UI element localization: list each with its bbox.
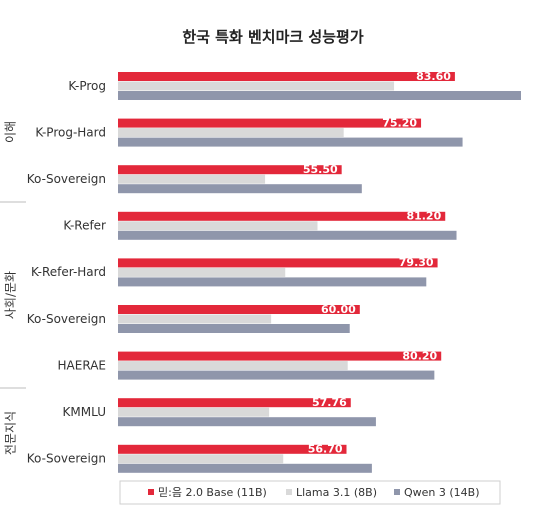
bar bbox=[118, 361, 348, 371]
bar bbox=[118, 444, 347, 454]
legend-label: Qwen 3 (14B) bbox=[404, 486, 480, 499]
category-label: K-Prog bbox=[68, 79, 106, 93]
group-label: 전문지식 bbox=[4, 411, 18, 455]
bar bbox=[118, 351, 442, 361]
bar bbox=[118, 370, 435, 380]
bar bbox=[118, 128, 344, 138]
legend-label: Llama 3.1 (8B) bbox=[296, 486, 377, 499]
category-label: K-Refer-Hard bbox=[31, 265, 106, 279]
category-label: KMMLU bbox=[63, 405, 106, 419]
bar bbox=[118, 137, 463, 147]
legend-label: 믿:음 2.0 Base (11B) bbox=[158, 486, 267, 499]
category-label: Ko-Sovereign bbox=[27, 312, 106, 326]
bar bbox=[118, 91, 521, 100]
bar bbox=[118, 258, 438, 268]
bar bbox=[118, 230, 457, 240]
bar bbox=[118, 398, 351, 408]
bar bbox=[118, 454, 284, 464]
category-label: K-Refer bbox=[63, 219, 106, 233]
category-label: Ko-Sovereign bbox=[27, 172, 106, 186]
category-label: HAERAE bbox=[58, 358, 106, 372]
data-label: 83.60 bbox=[416, 70, 451, 83]
bar bbox=[118, 407, 270, 417]
bar bbox=[118, 324, 350, 333]
legend-swatch bbox=[394, 489, 400, 495]
bar bbox=[118, 118, 422, 128]
bar bbox=[118, 463, 372, 473]
data-label: 75.20 bbox=[382, 116, 417, 129]
bar bbox=[118, 211, 446, 221]
data-label: 80.20 bbox=[402, 349, 437, 362]
group-label: 사회/문화 bbox=[4, 271, 18, 319]
bar bbox=[118, 72, 455, 81]
bar bbox=[118, 305, 360, 314]
legend-swatch bbox=[148, 489, 154, 495]
bar bbox=[118, 417, 376, 427]
legend: 믿:음 2.0 Base (11B) Llama 3.1 (8B) Qwen 3 (… bbox=[119, 480, 501, 505]
bar bbox=[118, 221, 318, 231]
bar bbox=[118, 174, 266, 184]
bar bbox=[118, 267, 286, 277]
chart-title: 한국 특화 벤치마크 성능평가 bbox=[182, 28, 363, 46]
bar bbox=[118, 184, 362, 194]
legend-box bbox=[119, 480, 501, 505]
bar bbox=[118, 277, 427, 287]
category-label: K-Prog-Hard bbox=[35, 125, 106, 139]
data-label: 56.70 bbox=[308, 443, 343, 456]
bar bbox=[118, 165, 342, 175]
legend-swatch bbox=[286, 489, 292, 495]
data-label: 60.00 bbox=[321, 303, 356, 316]
group-label: 이해 bbox=[4, 121, 18, 143]
bar bbox=[118, 81, 395, 91]
data-label: 79.30 bbox=[399, 256, 434, 269]
data-label: 81.20 bbox=[406, 210, 441, 223]
category-label: Ko-Sovereign bbox=[27, 452, 106, 466]
data-label: 55.50 bbox=[303, 163, 338, 176]
bar bbox=[118, 314, 272, 324]
data-label: 57.76 bbox=[312, 396, 347, 409]
